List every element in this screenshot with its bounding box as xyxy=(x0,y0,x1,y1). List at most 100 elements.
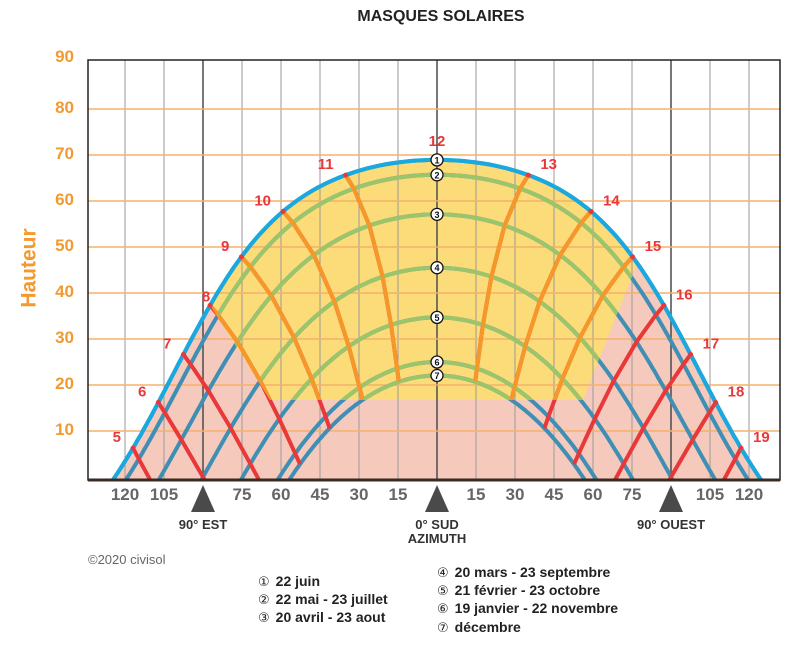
hour-label: 15 xyxy=(645,238,662,255)
legend-label: 22 juin xyxy=(275,573,321,589)
hour-marker-8 xyxy=(207,302,213,308)
hour-label: 14 xyxy=(603,192,620,209)
hour-label: 18 xyxy=(728,384,745,401)
series-marker-circle xyxy=(430,207,444,221)
hour-line-13-visible xyxy=(473,174,531,383)
x-tick-label: 75 xyxy=(622,485,642,504)
hour-marker-6 xyxy=(155,400,161,406)
legend-marker: ④ xyxy=(437,566,449,581)
direction-label: 90° OUEST xyxy=(611,518,731,532)
legend-item: ② 22 mai - 23 juillet xyxy=(258,591,388,608)
x-tick-label: 105 xyxy=(695,485,725,504)
legend-marker: ② xyxy=(258,593,270,608)
hour-line-11-visible xyxy=(343,174,401,383)
hour-line-17 xyxy=(612,353,693,480)
hour-line-8-visible xyxy=(210,304,302,400)
hour-label: 17 xyxy=(703,336,720,353)
legend-label: 20 mars - 23 septembre xyxy=(454,564,611,580)
x-tick-label: 15 xyxy=(388,485,408,504)
hour-line-10-visible xyxy=(281,210,365,400)
direction-text: 90° EST xyxy=(178,517,228,532)
legend-item: ③ 20 avril - 23 aout xyxy=(258,609,385,626)
series-marker-circle xyxy=(430,168,444,182)
hour-line-18 xyxy=(666,401,718,480)
hour-line-16 xyxy=(572,304,666,466)
series-marker-circle xyxy=(430,261,444,275)
x-tick-label: 15 xyxy=(466,485,486,504)
hour-label: 11 xyxy=(318,156,334,173)
direction-triangle-icon xyxy=(191,485,215,512)
y-tick-label: 30 xyxy=(55,328,74,347)
legend-item: ⑥ 19 janvier - 22 novembre xyxy=(437,600,618,617)
hour-marker-18 xyxy=(713,400,719,406)
series-marker-label: 2 xyxy=(434,170,439,180)
x-tick-label: 45 xyxy=(310,485,330,504)
legend-label: décembre xyxy=(454,619,521,635)
hour-marker-13 xyxy=(525,172,531,178)
legend-marker: ⑥ xyxy=(437,602,449,617)
hour-label: 16 xyxy=(676,286,693,303)
hour-label: 13 xyxy=(540,156,557,173)
hour-label: 8 xyxy=(202,288,210,305)
hour-label: 9 xyxy=(221,238,229,255)
hour-line-6 xyxy=(156,401,208,480)
y-tick-label: 70 xyxy=(55,144,74,163)
chart-title: MASQUES SOLAIRES xyxy=(357,8,525,25)
direction-triangle-icon xyxy=(425,485,449,512)
legend-marker: ① xyxy=(258,575,270,590)
series-marker-label: 3 xyxy=(434,210,439,220)
x-tick-label: 75 xyxy=(232,485,252,504)
azimuth-axis-label: AZIMUTH xyxy=(407,531,467,546)
legend-item: ⑦ décembre xyxy=(437,619,521,636)
series-marker-circle xyxy=(430,368,444,383)
hour-label: 7 xyxy=(163,336,171,353)
x-tick-label: 30 xyxy=(349,485,369,504)
legend-marker: ⑦ xyxy=(437,621,449,636)
y-tick-label: 80 xyxy=(55,98,74,117)
hour-line-7 xyxy=(181,353,262,480)
series-marker-label: 1 xyxy=(434,155,439,165)
y-tick-label: 40 xyxy=(55,282,74,301)
hour-label: 6 xyxy=(138,384,146,401)
series-marker-label: 4 xyxy=(434,263,439,273)
series-marker-circle xyxy=(430,153,444,167)
legend-marker: ⑤ xyxy=(437,584,449,599)
x-tick-label: 105 xyxy=(149,485,179,504)
x-tick-label: 60 xyxy=(583,485,603,504)
hour-marker-9 xyxy=(238,254,244,260)
direction-triangle-icon xyxy=(659,485,683,512)
series-marker-label: 6 xyxy=(434,358,439,368)
series-marker-label: 7 xyxy=(434,371,439,381)
visible-area xyxy=(210,159,638,400)
series-marker-circle xyxy=(430,355,444,369)
hour-line-19 xyxy=(721,447,743,480)
legend-label: 20 avril - 23 aout xyxy=(275,609,386,625)
hour-line-14-visible xyxy=(509,210,593,400)
hour-line-15-visible xyxy=(542,255,635,400)
legend-item: ④ 20 mars - 23 septembre xyxy=(437,564,610,581)
hour-label: 10 xyxy=(254,192,271,209)
copyright: ©2020 civisol xyxy=(88,552,166,567)
hour-marker-10 xyxy=(280,208,286,214)
hour-line-5 xyxy=(131,447,153,480)
direction-text: 0° SUD xyxy=(415,517,459,532)
legend-item: ⑤ 21 février - 23 octobre xyxy=(437,582,600,599)
hour-marker-14 xyxy=(588,208,594,214)
legend-item: ① 22 juin xyxy=(258,573,320,590)
hour-label: 12 xyxy=(429,133,446,150)
hour-marker-15 xyxy=(630,254,636,260)
series-marker-circle xyxy=(430,310,444,325)
x-tick-label: 30 xyxy=(505,485,525,504)
y-tick-label: 60 xyxy=(55,190,74,209)
legend-label: 19 janvier - 22 novembre xyxy=(454,600,619,616)
hour-marker-16 xyxy=(661,302,667,308)
hour-label: 5 xyxy=(113,429,121,446)
legend-label: 21 février - 23 octobre xyxy=(454,582,601,598)
hour-label: 19 xyxy=(753,429,770,446)
y-tick-label: 20 xyxy=(55,374,74,393)
hour-marker-17 xyxy=(688,352,694,358)
y-tick-label: 50 xyxy=(55,236,74,255)
hour-line-9-visible xyxy=(239,255,332,400)
x-tick-label: 120 xyxy=(110,485,140,504)
